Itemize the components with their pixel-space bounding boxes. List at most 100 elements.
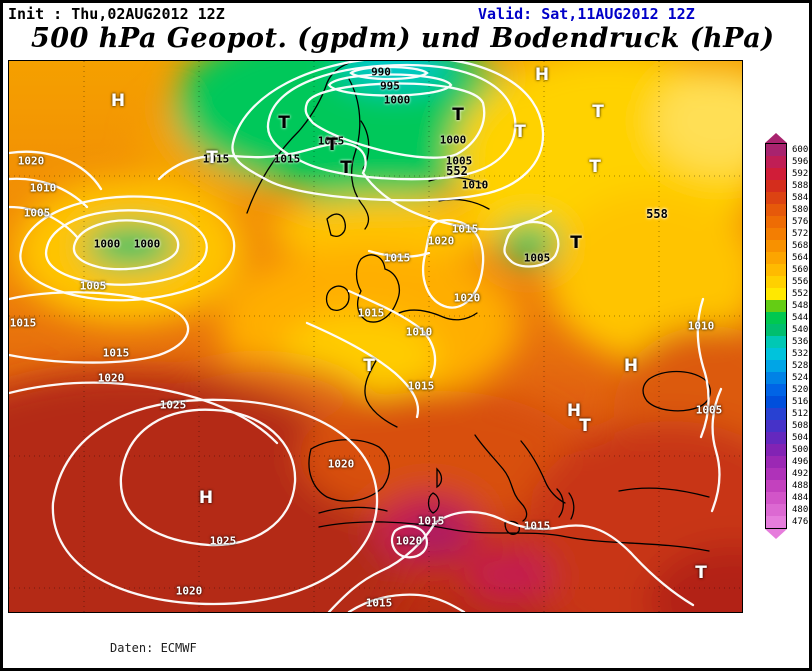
legend-color-swatch <box>766 408 786 420</box>
legend-color-swatch <box>766 504 786 516</box>
legend-value: 600 <box>792 145 809 155</box>
legend-entry: 576 <box>766 216 808 228</box>
legend-entry: 560 <box>766 264 808 276</box>
legend-top-cap <box>765 133 787 143</box>
legend-entry: 484 <box>766 492 808 504</box>
legend-entry: 596 <box>766 156 808 168</box>
legend-value: 596 <box>792 157 809 167</box>
legend-entry: 552 <box>766 288 808 300</box>
legend-color-swatch <box>766 456 786 468</box>
page-title: 500 hPa Geopot. (gpdm) und Bodendruck (h… <box>31 23 775 54</box>
legend-color-swatch <box>766 492 786 504</box>
legend-entry: 520 <box>766 384 808 396</box>
legend-entry: 496 <box>766 456 808 468</box>
legend-value: 496 <box>792 457 809 467</box>
legend-entry: 516 <box>766 396 808 408</box>
legend-entry: 524 <box>766 372 808 384</box>
legend-color-swatch <box>766 300 786 312</box>
legend-color-swatch <box>766 240 786 252</box>
legend-color-swatch <box>766 312 786 324</box>
legend-value: 552 <box>792 289 809 299</box>
legend-value: 560 <box>792 265 809 275</box>
geopotential-field-blobs <box>9 61 742 612</box>
color-legend-rows: 600 596 592 588 584 580 576 572 568 564 560 556 552 5… <box>765 143 808 529</box>
graticule-lines <box>9 61 742 612</box>
isobar-contour-layer <box>9 61 723 612</box>
legend-entry: 540 <box>766 324 808 336</box>
legend-color-swatch <box>766 444 786 456</box>
legend-color-swatch <box>766 372 786 384</box>
legend-value: 480 <box>792 505 809 515</box>
legend-entry: 476 <box>766 516 808 528</box>
legend-value: 488 <box>792 481 809 491</box>
legend-value: 536 <box>792 337 809 347</box>
legend-color-swatch <box>766 144 786 156</box>
legend-entry: 564 <box>766 252 808 264</box>
legend-color-swatch <box>766 204 786 216</box>
legend-color-swatch <box>766 516 786 528</box>
legend-color-swatch <box>766 276 786 288</box>
legend-value: 520 <box>792 385 809 395</box>
legend-color-swatch <box>766 228 786 240</box>
legend-entry: 532 <box>766 348 808 360</box>
legend-value: 592 <box>792 169 809 179</box>
legend-entry: 488 <box>766 480 808 492</box>
legend-entry: 572 <box>766 228 808 240</box>
legend-entry: 580 <box>766 204 808 216</box>
legend-value: 524 <box>792 373 809 383</box>
init-time-label: Init : Thu,02AUG2012 12Z <box>8 5 225 23</box>
legend-bottom-cap <box>765 529 787 539</box>
legend-color-swatch <box>766 480 786 492</box>
legend-color-swatch <box>766 336 786 348</box>
legend-value: 584 <box>792 193 809 203</box>
legend-value: 512 <box>792 409 809 419</box>
legend-entry: 592 <box>766 168 808 180</box>
color-legend: 600 596 592 588 584 580 576 572 568 564 560 556 552 5… <box>765 133 809 539</box>
legend-value: 588 <box>792 181 809 191</box>
map-graphic <box>9 61 742 612</box>
chart-canvas: Init : Thu,02AUG2012 12Z Valid: Sat,11AU… <box>3 3 809 668</box>
legend-entry: 600 <box>766 144 808 156</box>
footer-data-source: Daten: ECMWF <box>110 641 197 655</box>
legend-color-swatch <box>766 252 786 264</box>
legend-value: 544 <box>792 313 809 323</box>
legend-value: 540 <box>792 325 809 335</box>
legend-color-swatch <box>766 156 786 168</box>
legend-entry: 588 <box>766 180 808 192</box>
legend-value: 504 <box>792 433 809 443</box>
legend-value: 492 <box>792 469 809 479</box>
legend-color-swatch <box>766 180 786 192</box>
legend-entry: 492 <box>766 468 808 480</box>
footer-credits: Daten: ECMWF (C) Wetterzentrale www.wett… <box>110 613 262 668</box>
legend-color-swatch <box>766 396 786 408</box>
legend-color-swatch <box>766 432 786 444</box>
legend-value: 532 <box>792 349 809 359</box>
legend-value: 516 <box>792 397 809 407</box>
legend-value: 484 <box>792 493 809 503</box>
legend-color-swatch <box>766 168 786 180</box>
legend-entry: 500 <box>766 444 808 456</box>
legend-value: 556 <box>792 277 809 287</box>
legend-value: 564 <box>792 253 809 263</box>
valid-time-label: Valid: Sat,11AUG2012 12Z <box>478 5 695 23</box>
legend-value: 580 <box>792 205 809 215</box>
legend-entry: 508 <box>766 420 808 432</box>
weather-map: 1020 1010 1005 1000 1000 1005 1015 1015 1020 1025… <box>8 60 743 613</box>
legend-color-swatch <box>766 264 786 276</box>
legend-entry: 536 <box>766 336 808 348</box>
legend-entry: 544 <box>766 312 808 324</box>
legend-entry: 548 <box>766 300 808 312</box>
legend-color-swatch <box>766 420 786 432</box>
legend-value: 572 <box>792 229 809 239</box>
legend-value: 528 <box>792 361 809 371</box>
legend-entry: 584 <box>766 192 808 204</box>
legend-value: 548 <box>792 301 809 311</box>
legend-color-swatch <box>766 324 786 336</box>
legend-value: 576 <box>792 217 809 227</box>
legend-value: 508 <box>792 421 809 431</box>
legend-entry: 528 <box>766 360 808 372</box>
legend-color-swatch <box>766 360 786 372</box>
legend-entry: 512 <box>766 408 808 420</box>
legend-color-swatch <box>766 348 786 360</box>
